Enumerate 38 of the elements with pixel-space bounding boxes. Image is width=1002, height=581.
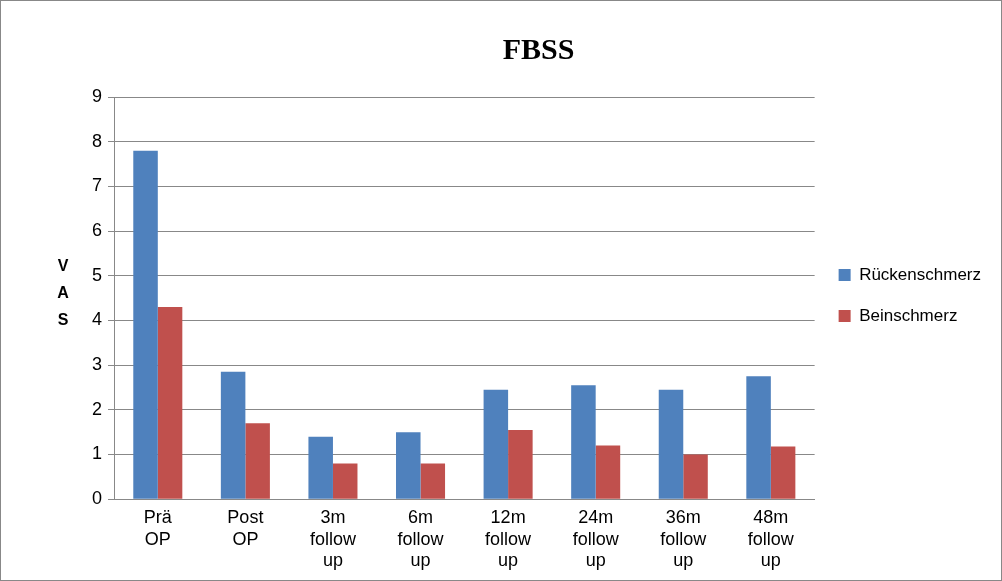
x-tick-label: 48m follow up <box>747 506 795 571</box>
x-tick-label: 3m follow up <box>309 506 357 571</box>
x-tick-label: Prä OP <box>143 506 173 549</box>
bar <box>245 423 270 499</box>
y-tick-label: 4 <box>92 309 103 330</box>
x-tick-label: 36m follow up <box>660 506 708 571</box>
bar <box>133 150 158 499</box>
y-tick-label: 5 <box>92 264 103 285</box>
y-tick-label: 7 <box>92 175 103 196</box>
bar <box>220 371 246 499</box>
legend-label: Rückenschmerz <box>859 264 981 284</box>
chart-title: FBSS <box>502 31 575 65</box>
bar <box>571 385 596 499</box>
bar <box>396 432 421 499</box>
y-tick-label: 1 <box>92 443 103 464</box>
bar <box>157 307 183 499</box>
bar <box>308 436 333 499</box>
bar <box>420 463 446 499</box>
y-tick-label: 3 <box>92 354 103 375</box>
bar <box>483 389 509 499</box>
y-axis-title: VAS <box>57 256 70 328</box>
bar <box>658 389 684 499</box>
bar <box>508 429 533 499</box>
bar <box>770 446 796 499</box>
y-tick-label: 8 <box>92 130 103 151</box>
x-tick-label: 6m follow up <box>397 506 445 571</box>
y-tick-label: 0 <box>92 488 103 509</box>
y-tick-label: 9 <box>92 85 103 106</box>
bar <box>746 376 771 499</box>
bar <box>595 445 621 499</box>
x-tick-label: 24m follow up <box>572 506 620 571</box>
x-tick-label: 12m follow up <box>485 506 533 571</box>
x-tick-label: Post OP <box>227 506 264 549</box>
legend-label: Beinschmerz <box>859 305 958 325</box>
y-tick-label: 6 <box>92 220 103 241</box>
y-tick-label: 2 <box>92 398 103 419</box>
bar <box>332 463 358 499</box>
bar <box>683 454 708 499</box>
